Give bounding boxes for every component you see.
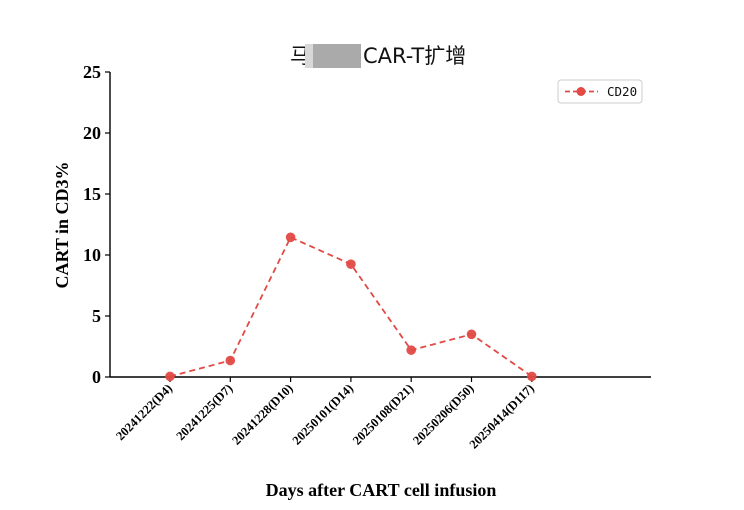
data-point xyxy=(346,259,356,269)
series-line xyxy=(169,236,533,378)
data-point xyxy=(466,329,477,340)
x-tick-label: 20250206(D50) xyxy=(410,381,476,447)
title-redaction-fade xyxy=(305,44,313,68)
y-tick-label: 0 xyxy=(92,367,101,387)
series-layer xyxy=(165,232,537,382)
x-tick-label: 20241228(D10) xyxy=(229,381,295,447)
data-point xyxy=(225,355,236,366)
x-tick-label: 20241225(D7) xyxy=(173,381,235,443)
x-tick-label: 20250108(D21) xyxy=(350,381,416,447)
y-axis-ticks: 0 5 10 15 20 25 xyxy=(83,62,110,387)
y-axis-label: CART in CD3% xyxy=(52,161,72,288)
x-tick-label: 20250101(D14) xyxy=(290,381,356,447)
x-tick-label: 20241222(D4) xyxy=(113,381,175,443)
data-point xyxy=(285,232,296,243)
y-tick-label: 15 xyxy=(83,184,101,204)
y-tick-label: 20 xyxy=(83,123,101,143)
legend-marker xyxy=(576,87,586,96)
x-tick-label: 20250414(D117) xyxy=(467,381,537,451)
chart-title: 马 CAR-T扩增 xyxy=(290,44,466,68)
data-point xyxy=(406,345,417,355)
x-axis-label: Days after CART cell infusion xyxy=(266,480,497,500)
data-point xyxy=(527,371,537,382)
y-tick-label: 10 xyxy=(83,245,101,265)
legend-label-cd20: CD20 xyxy=(607,84,637,99)
legend-box xyxy=(557,79,643,104)
x-axis-ticks: 20241222(D4)20241225(D7)20241228(D10)202… xyxy=(113,377,537,452)
data-point xyxy=(165,371,175,382)
title-redaction-block xyxy=(313,44,361,68)
legend: CD20 xyxy=(557,79,643,104)
chart-title-text-end: CAR-T扩增 xyxy=(363,44,466,68)
y-tick-label: 5 xyxy=(92,306,101,326)
y-tick-label: 25 xyxy=(83,62,101,82)
